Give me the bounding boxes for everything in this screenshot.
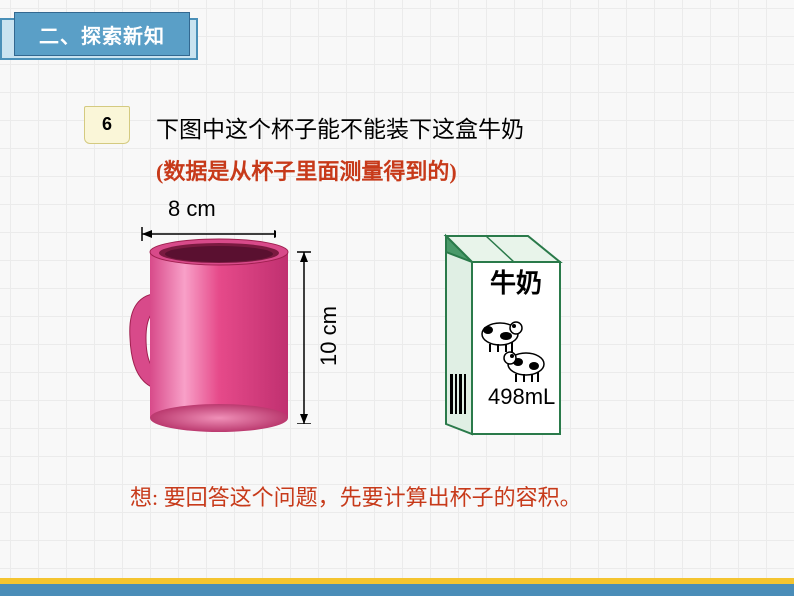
answer-text: 想: 要回答这个问题，先要计算出杯子的容积。 [130,480,582,512]
milk-carton-illustration: 牛奶 [410,224,590,444]
milk-carton-text: 牛奶 [490,268,542,298]
footer-stripe [0,574,794,596]
question-text-2: (数据是从杯子里面测量得到的) [156,154,457,186]
diagram-area: 8 cm [120,196,680,466]
question-text-1: 下图中这个杯子能不能装下这盒牛奶 [156,110,524,144]
book-number: 6 [84,114,130,135]
milk-volume-label: 498mL [488,384,555,410]
book-icon: 6 [84,106,130,144]
section-header: 二、探索新知 [0,12,202,66]
cup-height-dimension [296,248,312,424]
header-title: 二、探索新知 [39,20,165,49]
cup-diameter-label: 8 cm [168,196,216,222]
header-front-panel: 二、探索新知 [14,12,190,56]
cup-height-label: 10 cm [316,306,342,366]
footer-blue [0,584,794,596]
cup-illustration [124,238,314,438]
